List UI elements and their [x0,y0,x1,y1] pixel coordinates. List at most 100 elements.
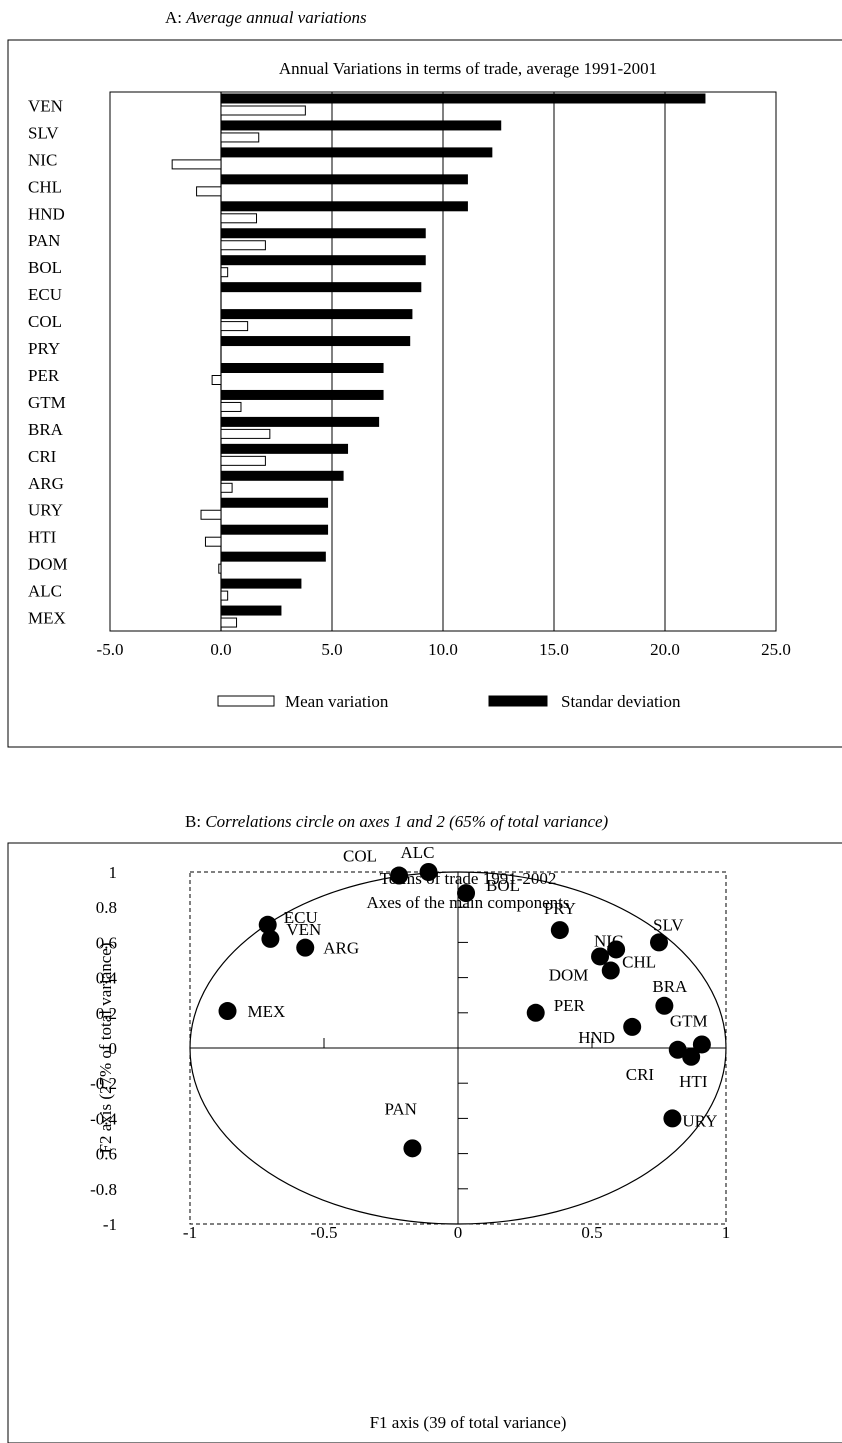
point-slv [650,933,668,952]
point-label-ecu: ECU [284,908,318,927]
x-tick-label: -1 [183,1223,197,1242]
bar-sd-ecu [220,282,422,293]
point-label-dom: DOM [549,966,589,985]
category-label-chl: CHL [28,177,62,196]
category-label-cri: CRI [28,447,57,466]
panel-b-caption: B: Correlations circle on axes 1 and 2 (… [185,812,609,831]
bar-mean-per [211,375,222,385]
bar-mean-dom [218,563,222,574]
bar-sd-pan [220,228,426,239]
point-label-pan: PAN [384,1099,416,1118]
x-tick-label: 15.0 [539,640,569,659]
y-tick-label: 0.2 [96,1004,117,1023]
point-ecu [258,915,277,934]
point-label-mex: MEX [248,1002,286,1021]
x-tick-label: 10.0 [428,640,458,659]
bar-mean-chl [196,186,222,197]
bar-mean-ven [220,105,306,116]
point-label-hnd: HND [578,1028,615,1047]
y-tick-label: 0.4 [96,969,118,988]
point-label-chl: CHL [622,952,656,971]
category-label-bra: BRA [28,420,64,439]
legend-swatch-sd [488,695,548,707]
category-label-hti: HTI [28,528,57,547]
y-tick-label: 0 [109,1039,118,1058]
bar-chart-annual-variations: Annual Variations in terms of trade, ave… [7,39,842,748]
category-label-bol: BOL [28,258,62,277]
bar-sd-alc [220,578,302,589]
bar-sd-col [220,309,413,320]
point-ury [663,1109,682,1128]
y-tick-label: -0.8 [90,1180,117,1199]
point-label-ury: URY [682,1111,717,1130]
chart-subtitle: Axes of the main components [366,893,569,912]
bar-mean-nic [171,159,222,170]
point-label-hti: HTI [679,1072,708,1091]
panel-a-caption: A: Average annual variations [165,8,367,27]
category-label-nic: NIC [28,150,57,169]
category-label-dom: DOM [28,555,68,574]
bar-mean-hnd [220,213,258,224]
point-label-ven: VEN [286,920,321,939]
category-label-slv: SLV [28,123,59,142]
point-hti [682,1047,701,1066]
point-label-arg: ARG [323,939,359,958]
y-tick-label: 0.8 [96,898,117,917]
x-tick-label: -5.0 [97,640,124,659]
bar-sd-hti [220,524,329,535]
x-tick-label: 0.0 [210,640,231,659]
legend-label-mean: Mean variation [285,692,389,711]
x-tick-label: 1 [722,1223,731,1242]
point-chl [607,940,626,959]
bar-sd-arg [220,470,344,481]
bar-mean-mex [220,617,238,628]
category-label-ven: VEN [28,96,63,115]
x-tick-label: -0.5 [311,1223,338,1242]
category-label-mex: MEX [28,609,66,628]
y-tick-label: 0.6 [96,1145,117,1164]
bar-sd-gtm [220,389,384,400]
x-tick-label: 25.0 [761,640,791,659]
y-tick-label: 1 [109,863,118,882]
bar-mean-slv [220,132,260,143]
point-hnd [623,1017,642,1036]
point-label-slv: SLV [653,915,684,934]
point-pry [550,921,569,940]
y-tick-label: -0.2 [90,1074,117,1093]
bar-mean-bra [220,428,271,439]
bar-sd-mex [220,605,282,616]
category-label-hnd: HND [28,204,65,223]
point-bra [655,996,674,1015]
point-label-cri: CRI [626,1065,655,1084]
x-tick-label: 0 [454,1223,463,1242]
point-mex [218,1002,237,1021]
point-cri [668,1040,687,1059]
point-col [390,866,409,885]
point-alc [419,863,438,881]
bar-mean-cri [220,455,266,466]
y-tick-label: -0.4 [90,1109,117,1128]
bar-sd-ury [220,497,329,508]
bar-mean-col [220,321,249,332]
bar-mean-bol [220,267,229,278]
point-ven [261,929,280,948]
bar-mean-alc [220,590,229,601]
bar-mean-arg [220,482,233,493]
point-label-bra: BRA [652,977,688,996]
point-label-col: COL [343,847,377,866]
bar-sd-dom [220,551,326,562]
chart-title: Annual Variations in terms of trade, ave… [279,59,657,78]
point-dom [601,961,620,980]
point-gtm [692,1035,711,1054]
bar-mean-ury [200,509,222,520]
bar-sd-ven [220,93,706,104]
bar-sd-slv [220,120,502,131]
bar-sd-bra [220,416,380,427]
category-label-pry: PRY [28,339,60,358]
bar-mean-gtm [220,401,242,412]
y-tick-label: -1 [103,1215,117,1234]
point-per [526,1003,545,1022]
y-axis-label: F2 axis (27% of total variance) [96,942,115,1153]
point-bol [457,884,476,903]
